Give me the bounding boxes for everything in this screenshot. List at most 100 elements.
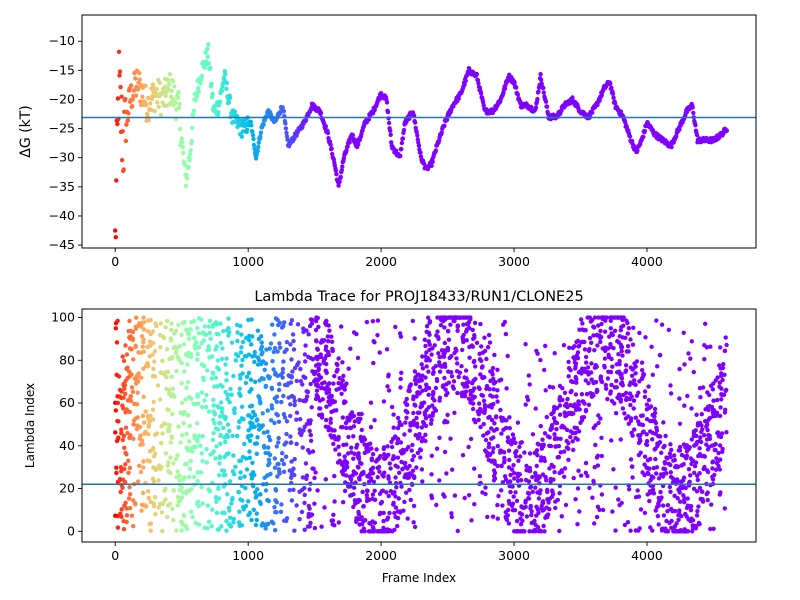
lambda-point (411, 453, 417, 459)
lambda-point (642, 389, 648, 394)
lambda-point (400, 467, 405, 472)
lambda-point (636, 390, 641, 395)
lambda-point (704, 424, 709, 429)
lambda-point (500, 503, 505, 508)
lambda-point (141, 327, 147, 332)
lambda-point (291, 466, 296, 471)
lambda-point (143, 503, 148, 508)
dg-point (611, 95, 616, 100)
lambda-point (521, 529, 526, 534)
lambda-point (450, 384, 455, 389)
lambda-point (561, 343, 567, 348)
lambda-point (353, 471, 359, 476)
y-tick-label: −30 (49, 150, 75, 165)
lambda-point (666, 327, 671, 333)
lambda-point (514, 518, 520, 524)
lambda-point (433, 408, 439, 413)
lambda-point (419, 425, 425, 430)
lambda-point (292, 365, 298, 371)
lambda-point (543, 474, 548, 480)
lambda-point (219, 409, 225, 415)
lambda-point (196, 331, 202, 336)
lambda-point (505, 353, 510, 359)
lambda-point (589, 370, 594, 375)
lambda-point (351, 434, 356, 439)
lambda-point (229, 392, 234, 397)
lambda-point (683, 511, 688, 517)
lambda-point (411, 520, 416, 525)
dg-point (694, 132, 700, 138)
lambda-point (699, 423, 704, 428)
lambda-point (133, 344, 138, 350)
lambda-point (591, 324, 596, 329)
lambda-point (460, 335, 465, 340)
lambda-point (486, 441, 492, 446)
lambda-point (385, 517, 390, 522)
lambda-point (116, 374, 122, 379)
lambda-point (653, 431, 659, 437)
dg-point (539, 77, 544, 83)
lambda-point (292, 402, 297, 408)
lambda-point (619, 376, 625, 381)
lambda-point (576, 429, 582, 434)
lambda-point (123, 391, 128, 396)
lambda-point (384, 347, 390, 352)
lambda-point (592, 521, 597, 526)
lambda-point (166, 460, 171, 465)
lambda-point (333, 437, 338, 442)
lambda-point (146, 495, 151, 501)
lambda-point (663, 433, 668, 439)
lambda-point (543, 343, 548, 349)
dg-point (344, 148, 349, 153)
lambda-point (281, 393, 286, 399)
y-tick-label: 80 (59, 352, 75, 367)
lambda-point (134, 426, 140, 432)
lambda-point (326, 323, 331, 328)
lambda-point (424, 350, 429, 355)
lambda-point (218, 340, 223, 346)
lambda-point (489, 405, 494, 410)
lambda-point (195, 478, 200, 484)
lambda-point (229, 501, 234, 506)
lambda-point (138, 350, 144, 355)
lambda-point (495, 399, 500, 404)
dg-point (121, 167, 126, 172)
lambda-point (288, 434, 293, 439)
lambda-point (312, 501, 317, 506)
lambda-point (207, 330, 212, 336)
dg-point (150, 82, 156, 87)
lambda-point (359, 427, 364, 433)
lambda-point (491, 446, 496, 451)
lambda-point (556, 443, 562, 449)
lambda-point (542, 367, 547, 373)
lambda-point (566, 374, 571, 379)
lambda-point (324, 404, 329, 409)
lambda-point (300, 382, 305, 387)
lambda-point (139, 438, 145, 443)
lambda-point (115, 394, 120, 399)
dg-point (209, 81, 214, 87)
dg-point (356, 142, 361, 147)
lambda-point (580, 399, 585, 404)
lambda-point (473, 376, 478, 382)
lambda-point (492, 421, 497, 426)
lambda-point (163, 497, 168, 502)
lambda-point (667, 484, 673, 490)
lambda-point (291, 395, 297, 400)
lambda-point (358, 434, 363, 440)
lambda-point (159, 464, 164, 470)
lambda-point (393, 494, 398, 499)
lambda-point (512, 471, 517, 476)
lambda-point (638, 438, 643, 444)
dg-point (691, 110, 696, 116)
lambda-point (527, 465, 533, 471)
lambda-point (153, 512, 158, 517)
lambda-point (310, 369, 315, 374)
lambda-point (429, 472, 434, 477)
lambda-point (656, 476, 662, 481)
lambda-point (302, 492, 307, 498)
lambda-point (630, 367, 635, 372)
lambda-point (688, 504, 694, 509)
lambda-point (250, 460, 255, 465)
y-tick-label: −25 (49, 121, 75, 136)
